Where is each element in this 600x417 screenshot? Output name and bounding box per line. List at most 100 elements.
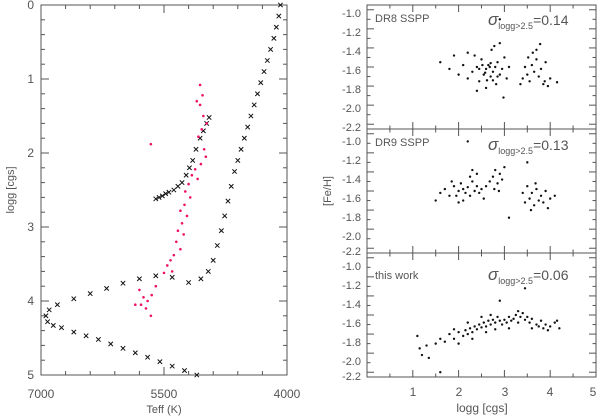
thiswork-point (537, 325, 540, 328)
feh-marks (416, 18, 561, 374)
thiswork-point (471, 330, 474, 334)
dr8-point (490, 48, 493, 52)
dr8-point (478, 67, 481, 71)
thiswork-point (546, 329, 550, 332)
thiswork-point (452, 337, 456, 341)
thiswork-point (507, 315, 511, 319)
dr9-point (534, 182, 537, 185)
dr8-point (498, 18, 502, 21)
thiswork-point (542, 327, 545, 330)
isochrone-point (268, 46, 274, 52)
dr8-point (489, 61, 492, 65)
dr8-ytick-7: -2.2 (342, 122, 361, 134)
thiswork-point (480, 326, 483, 329)
thiswork-point (530, 317, 534, 321)
thiswork-point (516, 321, 520, 324)
dr8-point (482, 73, 485, 76)
dr8-point (546, 84, 550, 88)
dr8-point (498, 41, 502, 45)
dr9-point (457, 201, 460, 204)
thiswork-point (439, 371, 442, 374)
isochrone-point (190, 157, 196, 163)
feh-ylabel: [Fe/H] (322, 176, 334, 206)
thiswork-point (498, 299, 502, 302)
star-point (134, 303, 137, 307)
thiswork-point (489, 313, 492, 317)
dr8-ytick-6: -2.0 (342, 103, 361, 115)
dr9-point (473, 189, 476, 193)
dr9-point (537, 199, 540, 202)
dr9-ytick-5: -1.8 (342, 212, 361, 224)
thiswork-ytick-1: -1.0 (342, 261, 361, 273)
isochrone-point (193, 146, 199, 152)
dr8-point (528, 80, 531, 83)
isochrone-point (181, 368, 188, 374)
dr8-ytick-5: -1.8 (342, 84, 361, 96)
dr9-point (488, 180, 491, 183)
isochrone-point (108, 341, 114, 347)
thiswork-point (494, 328, 497, 331)
feh-panels: DR8 SSPP DR9 SSPP this work σlogg>2.5=0.… (322, 4, 597, 415)
thiswork-point (523, 318, 527, 321)
dr8-point (535, 48, 538, 52)
hr-ytick-5: 5 (27, 368, 34, 382)
thiswork-point (466, 332, 469, 336)
isochrone-point (214, 242, 220, 249)
dr8-point (491, 79, 495, 82)
star-point (176, 229, 180, 232)
dr9-point (544, 189, 547, 193)
dr8-point (457, 73, 460, 76)
isochrone-point (277, 2, 283, 8)
star-point (180, 222, 184, 225)
dr9-point (507, 216, 511, 219)
dr8-point (505, 77, 508, 80)
dr8-point (532, 70, 536, 73)
star-point (198, 103, 202, 107)
dr8-point (527, 56, 530, 59)
dr9-point (450, 180, 453, 183)
dr8-point (466, 77, 469, 80)
dr9-point (535, 187, 538, 191)
isochrone-point (205, 268, 211, 274)
thiswork-ytick-4: -1.6 (342, 318, 361, 330)
dr9-ytick-4: -1.6 (342, 193, 361, 205)
thiswork-point (418, 347, 421, 350)
feh-xtick-4: 4 (547, 385, 554, 399)
isochrone-point (159, 193, 165, 199)
dr8-point (461, 63, 465, 67)
thiswork-point (558, 327, 561, 330)
isochrone-point (264, 57, 270, 64)
dr9-point (526, 161, 529, 164)
dr9-point (475, 185, 479, 188)
star-point (175, 240, 178, 244)
thiswork-point (494, 321, 497, 324)
thiswork-point (475, 328, 479, 331)
dr8-point (521, 77, 524, 80)
isochrone-point (251, 102, 257, 108)
hr-ytick-1: 1 (27, 72, 34, 86)
dr9-point (546, 206, 550, 210)
star-point (197, 135, 200, 139)
star-point (198, 83, 202, 87)
thiswork-point (416, 334, 419, 338)
dr8-point (466, 51, 469, 54)
dr9-sigma: σlogg>2.5=0.13 (488, 135, 569, 156)
dr9-point (532, 204, 536, 207)
star-point (139, 303, 143, 307)
dr9-point (503, 165, 506, 169)
star-point (205, 122, 208, 125)
dr8-point (485, 79, 489, 82)
thiswork-point (439, 337, 442, 341)
dr8-ytick-1: -1.0 (342, 8, 361, 20)
isochrone-point (120, 345, 126, 351)
dr8-point (538, 42, 542, 46)
thiswork-point (521, 311, 524, 315)
hr-ytick-4: 4 (27, 294, 34, 308)
isochrone-point (132, 350, 138, 356)
dr9-point (457, 189, 460, 193)
dr8-point (535, 58, 538, 61)
dr8-point (480, 58, 483, 61)
thiswork-point (507, 327, 511, 330)
isochrone-point (210, 257, 216, 263)
dr9-ytick-6: -2.0 (342, 231, 361, 243)
